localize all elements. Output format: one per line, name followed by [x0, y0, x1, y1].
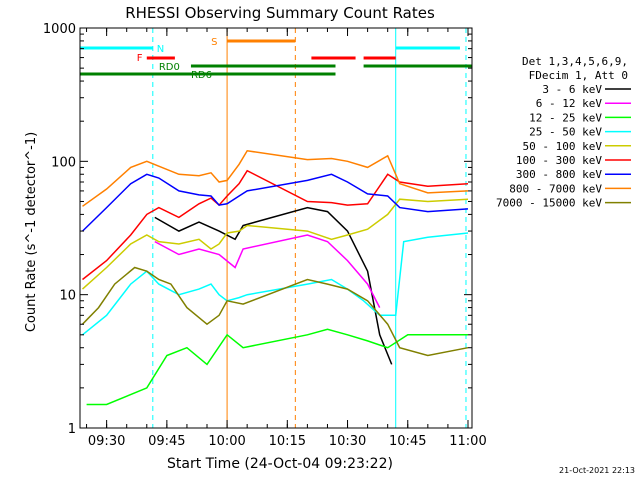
series-line-1 [154, 234, 381, 308]
y-tick-label: 1 [68, 422, 76, 437]
legend-entry-label: 7000 - 15000 keV [496, 197, 602, 210]
series-line-7 [82, 149, 469, 207]
series-line-4 [81, 198, 469, 290]
legend-entry-label: 50 - 100 keV [523, 140, 603, 153]
state-flag-label-n: N [157, 44, 164, 55]
state-flag-label-f: F [137, 53, 143, 64]
state-flag-label-s: S [211, 37, 217, 48]
legend-header-line: FDecim 1, Att 0 [529, 69, 628, 82]
legend-entry-label: 100 - 300 keV [516, 154, 602, 167]
y-tick-label: 1000 [43, 22, 76, 37]
legend-entry-label: 300 - 800 keV [516, 168, 602, 181]
series-line-8 [81, 266, 469, 357]
state-flag-label-rd6: RD6 [191, 70, 212, 81]
x-tick-label: 09:30 [88, 434, 125, 449]
series-line-5 [82, 169, 469, 281]
legend-entry-label: 800 - 7000 keV [509, 182, 602, 195]
y-axis-label: Count Rate (s^-1 detector^-1) [24, 132, 39, 332]
chart-title: RHESSI Observing Summary Count Rates [125, 4, 435, 22]
y-tick-label: 10 [59, 289, 76, 304]
footer-timestamp: 21-Oct-2021 22:13 [559, 466, 635, 475]
x-tick-label: 11:00 [449, 434, 486, 449]
plot-frame [79, 27, 473, 429]
legend-entry-label: 12 - 25 keV [529, 111, 602, 124]
x-tick-label: 10:30 [329, 434, 366, 449]
x-tick-label: 10:45 [389, 434, 426, 449]
series-line-3 [82, 232, 469, 336]
series-line-2 [86, 328, 468, 406]
x-tick-label: 10:15 [269, 434, 306, 449]
x-axis-label: Start Time (24-Oct-04 09:23:22) [167, 456, 393, 472]
state-flag-label-rd0: RD0 [159, 62, 180, 73]
y-tick-label: 100 [51, 155, 76, 170]
series-line-0 [154, 206, 393, 365]
series-line-6 [81, 173, 469, 232]
x-tick-label: 10:00 [208, 434, 245, 449]
x-tick-label: 09:45 [148, 434, 185, 449]
legend-entry-label: 25 - 50 keV [529, 126, 602, 139]
legend-header-line: Det 1,3,4,5,6,9, [522, 55, 628, 68]
legend-entry-label: 6 - 12 keV [536, 97, 603, 110]
legend-entry-label: 3 - 6 keV [542, 83, 602, 96]
